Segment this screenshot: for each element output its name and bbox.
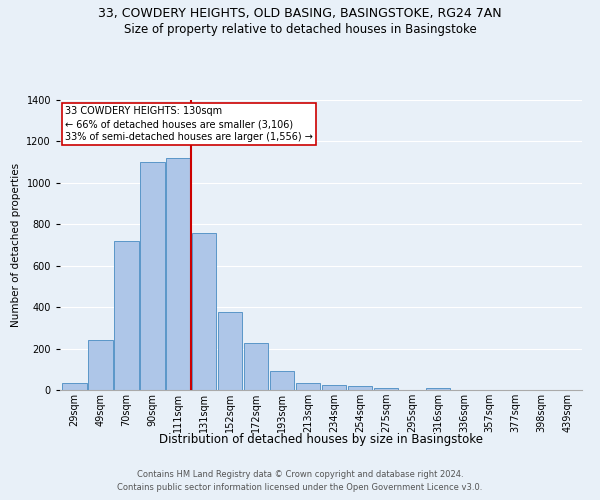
Text: Size of property relative to detached houses in Basingstoke: Size of property relative to detached ho…: [124, 22, 476, 36]
Bar: [270, 372, 295, 390]
Text: 33, COWDERY HEIGHTS, OLD BASING, BASINGSTOKE, RG24 7AN: 33, COWDERY HEIGHTS, OLD BASING, BASINGS…: [98, 8, 502, 20]
Bar: [88, 340, 113, 390]
Bar: [62, 383, 86, 390]
Text: Contains HM Land Registry data © Crown copyright and database right 2024.: Contains HM Land Registry data © Crown c…: [137, 470, 463, 479]
Text: Contains public sector information licensed under the Open Government Licence v3: Contains public sector information licen…: [118, 482, 482, 492]
Bar: [322, 385, 346, 390]
Bar: [425, 388, 450, 390]
Bar: [347, 386, 372, 390]
Bar: [296, 383, 320, 390]
Bar: [244, 344, 268, 390]
Bar: [374, 388, 398, 390]
Bar: [218, 312, 242, 390]
Bar: [192, 232, 217, 390]
Bar: [140, 162, 164, 390]
Bar: [114, 241, 139, 390]
Text: Distribution of detached houses by size in Basingstoke: Distribution of detached houses by size …: [159, 432, 483, 446]
Text: 33 COWDERY HEIGHTS: 130sqm
← 66% of detached houses are smaller (3,106)
33% of s: 33 COWDERY HEIGHTS: 130sqm ← 66% of deta…: [65, 106, 313, 142]
Y-axis label: Number of detached properties: Number of detached properties: [11, 163, 21, 327]
Bar: [166, 158, 191, 390]
